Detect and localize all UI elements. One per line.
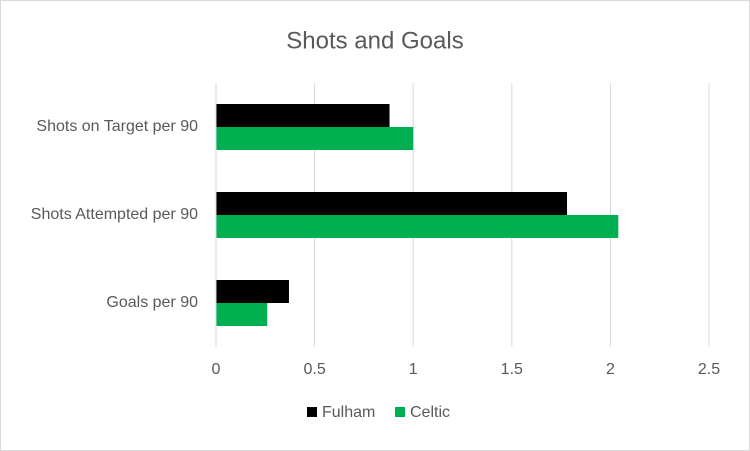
legend-swatch	[307, 407, 317, 417]
bar	[216, 127, 414, 150]
x-tick-label: 2.5	[698, 361, 720, 378]
bar	[216, 215, 619, 238]
y-tick-label: Goals per 90	[106, 294, 198, 311]
x-tick-label: 2	[606, 361, 615, 378]
y-tick-label: Shots on Target per 90	[36, 118, 198, 135]
chart-title: Shots and Goals	[286, 27, 463, 54]
legend-swatch	[395, 407, 405, 417]
legend-label: Fulham	[322, 404, 375, 421]
x-tick-label: 0	[212, 361, 221, 378]
bar	[216, 303, 268, 326]
legend-label: Celtic	[410, 404, 450, 421]
bar	[216, 104, 390, 127]
bar	[216, 280, 289, 303]
x-tick-label: 1.5	[501, 361, 523, 378]
x-tick-label: 1	[409, 361, 418, 378]
x-tick-label: 0.5	[303, 361, 325, 378]
y-tick-label: Shots Attempted per 90	[31, 206, 198, 223]
bar	[216, 192, 568, 215]
